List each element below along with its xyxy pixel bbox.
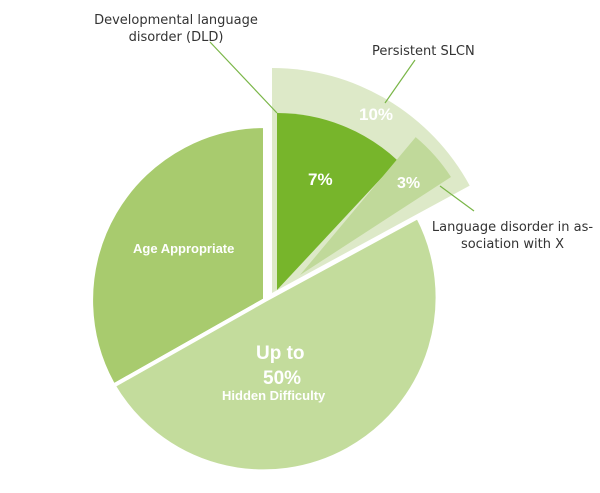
callout-language-disorder-x: Language disorder in as- sociation with … (430, 219, 595, 253)
callout-ldx-line2: sociation with X (460, 237, 565, 252)
slice-language-disorder-x[interactable] (300, 137, 451, 275)
slice-dld[interactable] (277, 113, 398, 290)
callout-dld: Developmental language disorder (DLD) (76, 12, 276, 46)
slice-hidden-difficulty[interactable] (110, 214, 440, 474)
label-dld-pct: 7% (308, 170, 333, 189)
slice-age-appropriate[interactable] (89, 123, 267, 389)
label-age-appropriate: Age Appropriate (133, 241, 235, 256)
leader-line-dld (209, 41, 278, 114)
callout-dld-line1: Developmental language (94, 13, 258, 28)
callout-dld-line2: disorder (DLD) (128, 30, 224, 45)
callout-persistent-slcn: Persistent SLCN (372, 44, 475, 59)
label-ldx-pct: 3% (397, 175, 421, 192)
label-slcn-pct: 10% (359, 105, 394, 124)
label-hidden-up-to: Up to (256, 343, 305, 364)
leader-line-ldx (439, 185, 475, 212)
label-hidden-pct: 50% (263, 368, 302, 389)
callout-ldx-line1: Language disorder in as- (431, 220, 594, 235)
label-hidden-name: Hidden Difficulty (222, 388, 326, 403)
leader-line-slcn (384, 59, 416, 104)
